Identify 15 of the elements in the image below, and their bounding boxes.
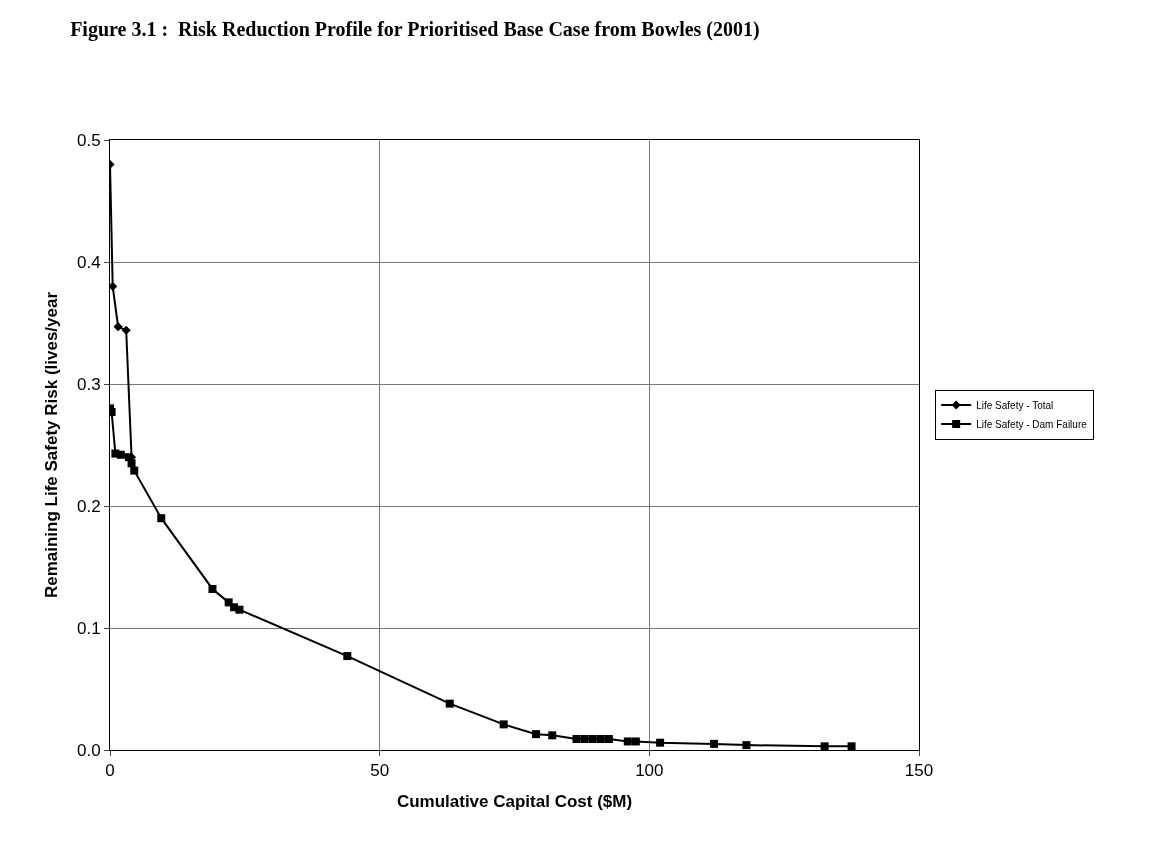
legend-label: Life Safety - Dam Failure <box>976 418 1088 430</box>
y-tick-label: 0.2 <box>76 496 101 516</box>
x-tick-label: 0 <box>105 761 115 781</box>
x-tick-label: 50 <box>370 761 390 781</box>
y-tick-label: 0.0 <box>76 740 101 760</box>
x-axis-title: Cumulative Capital Cost ($M) <box>396 791 633 811</box>
y-tick-label: 0.1 <box>76 618 101 638</box>
legend-label: Life Safety - Total <box>976 399 1054 411</box>
y-tick-label: 0.4 <box>76 252 101 272</box>
x-tick-label: 100 <box>635 761 664 781</box>
x-tick-label: 150 <box>904 761 934 781</box>
y-tick-label: 0.5 <box>76 130 101 150</box>
y-axis-title: Remaining Life Safety Risk (lives/year <box>41 291 61 599</box>
chart-title: Figure 3.1 : Risk Reduction Profile for Prioritised Base Case from Bowles (2001) <box>70 17 760 41</box>
y-tick-label: 0.3 <box>76 374 101 394</box>
